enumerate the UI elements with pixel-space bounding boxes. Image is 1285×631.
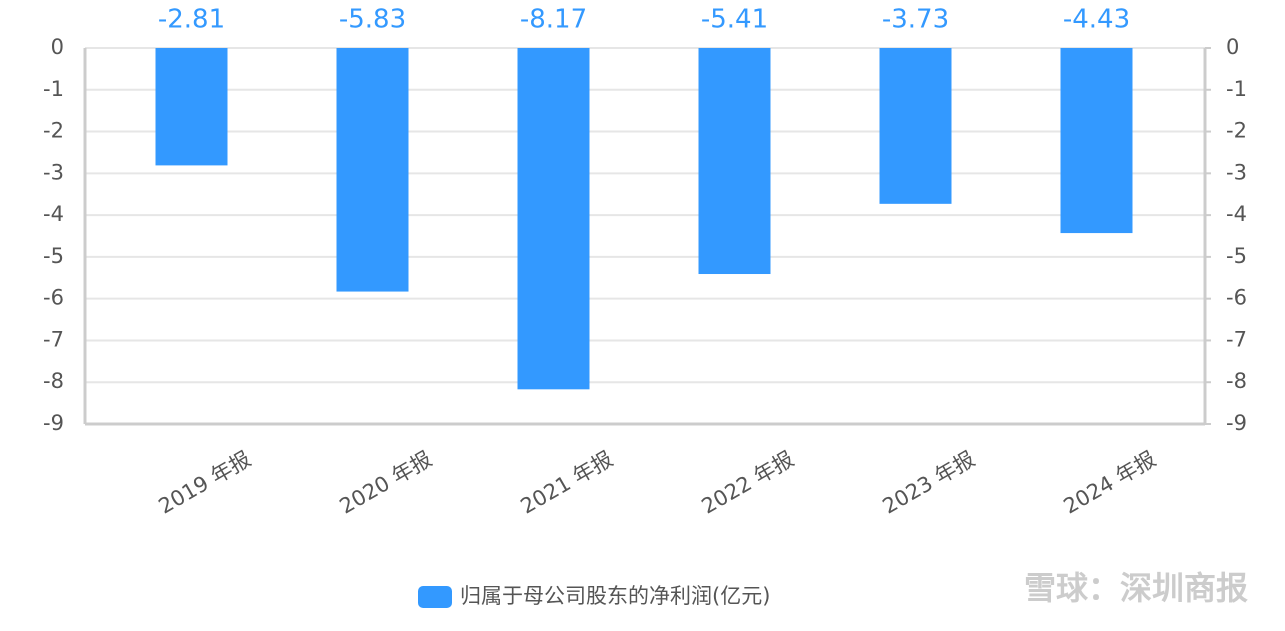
y2-tick-label: -8 (1226, 369, 1247, 393)
y-tick-label: -6 (43, 286, 64, 310)
value-label: -5.41 (701, 5, 768, 35)
y-tick-label: -1 (43, 77, 64, 101)
value-label: -4.43 (1063, 5, 1130, 35)
bar (155, 48, 228, 166)
x-tick-label: 2023 年报 (879, 447, 979, 519)
y-tick-label: -2 (43, 119, 64, 143)
y2-tick-label: 0 (1226, 35, 1239, 59)
y-tick-label: -3 (43, 160, 64, 184)
y-tick-label: -5 (43, 244, 64, 268)
x-tick-label: 2022 年报 (698, 447, 798, 519)
value-label: -5.83 (339, 5, 406, 35)
value-label: -8.17 (520, 5, 587, 35)
y2-tick-label: -3 (1226, 160, 1247, 184)
watermark: 雪球：深圳商报 (1024, 569, 1248, 607)
y2-tick-label: -1 (1226, 77, 1247, 101)
y-tick-label: -7 (43, 327, 64, 351)
value-label: -2.81 (158, 5, 225, 35)
bar (1060, 48, 1133, 234)
y-tick-label: -8 (43, 369, 64, 393)
y2-tick-label: -5 (1226, 244, 1247, 268)
y2-tick-label: -9 (1226, 411, 1247, 435)
y-tick-label: -4 (43, 202, 64, 226)
bar (517, 48, 590, 390)
y-tick-label: -9 (43, 411, 64, 435)
y-tick-label: 0 (51, 35, 64, 59)
x-tick-label: 2020 年报 (336, 447, 436, 519)
x-tick-label: 2019 年报 (155, 447, 255, 519)
value-label: -3.73 (882, 5, 949, 35)
y2-tick-label: -4 (1226, 202, 1247, 226)
bar (336, 48, 409, 292)
legend-label: 归属于母公司股东的净利润(亿元) (460, 584, 770, 608)
y2-tick-label: -7 (1226, 327, 1247, 351)
y2-tick-label: -2 (1226, 119, 1247, 143)
x-tick-label: 2024 年报 (1060, 447, 1160, 519)
x-tick-label: 2021 年报 (517, 447, 617, 519)
legend-swatch (418, 586, 452, 608)
bar (879, 48, 952, 204)
bar (698, 48, 771, 275)
y2-tick-label: -6 (1226, 286, 1247, 310)
